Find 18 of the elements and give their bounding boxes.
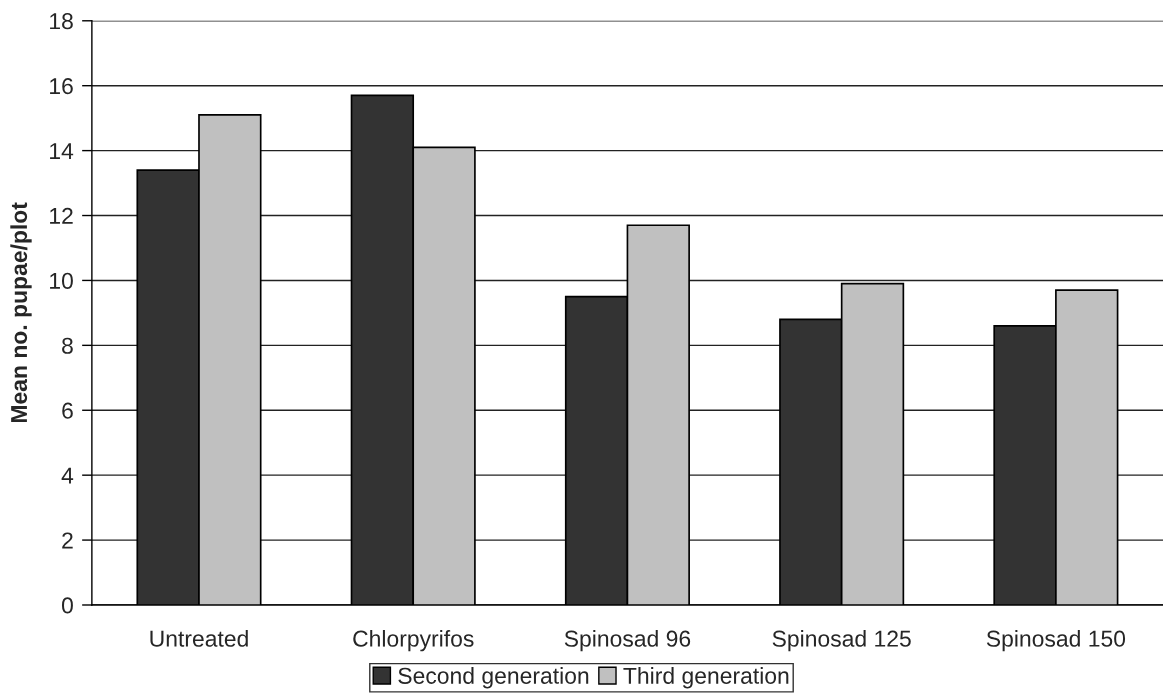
legend-label: Third generation — [623, 667, 789, 689]
y-tick-label: 6 — [62, 402, 73, 419]
y-axis-title: Mean no. pupae/plot — [10, 202, 32, 423]
y-tick-label: 4 — [61, 467, 74, 484]
y-tick-label: 14 — [50, 143, 74, 159]
y-tick-label: 16 — [50, 78, 73, 95]
y-tick-label: 12 — [50, 207, 73, 224]
y-tick-label: 18 — [50, 13, 73, 30]
x-tick-label: Spinosad 150 — [986, 629, 1126, 652]
y-tick-label: 8 — [62, 337, 73, 354]
legend-label: Second generation — [398, 667, 589, 689]
y-tick-label: 2 — [62, 532, 73, 549]
x-tick-label: Spinosad 96 — [564, 629, 691, 652]
x-tick-label: Chlorpyrifos — [353, 629, 474, 652]
y-tick-label: 10 — [50, 272, 73, 289]
x-tick-label: Untreated — [150, 629, 248, 647]
x-tick-label: Spinosad 125 — [772, 629, 911, 652]
y-tick-label: 0 — [61, 597, 73, 614]
